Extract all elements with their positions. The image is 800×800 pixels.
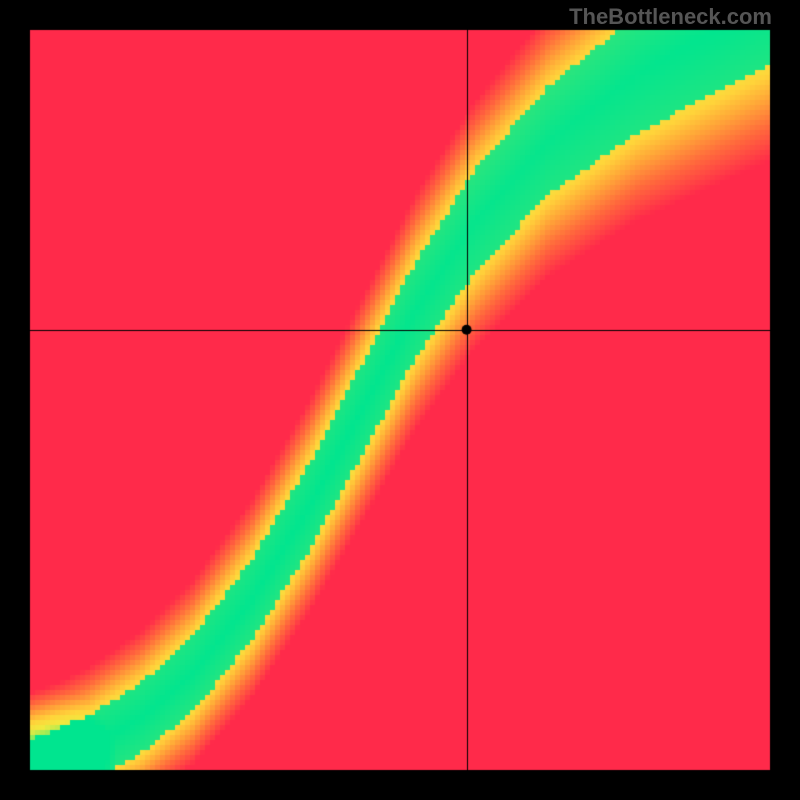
heatmap-canvas	[0, 0, 800, 800]
watermark-text: TheBottleneck.com	[569, 4, 772, 30]
chart-container: TheBottleneck.com	[0, 0, 800, 800]
